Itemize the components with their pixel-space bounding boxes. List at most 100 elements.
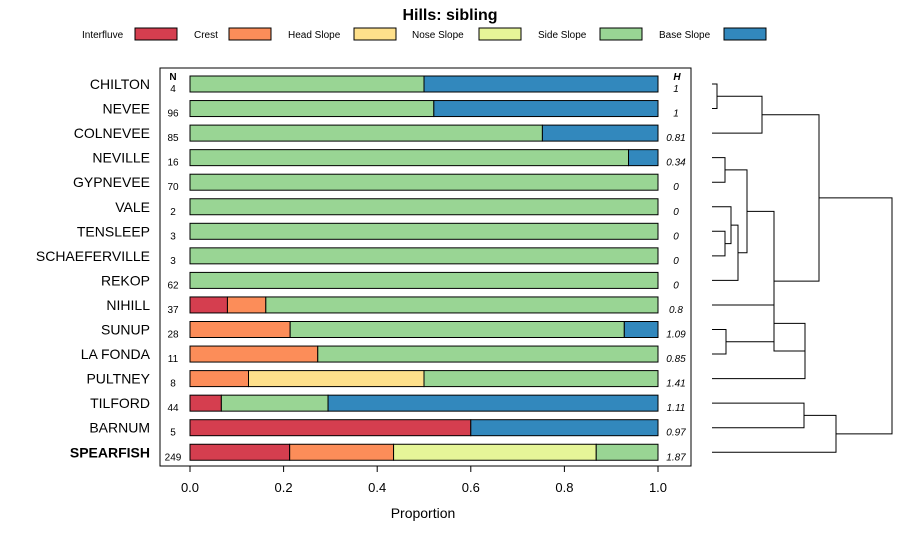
dendrogram-link [712,304,775,343]
dendrogram [712,83,893,453]
category-label: NEVILLE [92,150,150,166]
bar-segment-crest [189,370,249,388]
category-label: NEVEE [103,101,150,117]
bar-segment-interfluve [189,443,291,461]
x-tick-label: 1.0 [649,480,667,495]
x-axis: 0.0 0.2 0.4 0.6 0.8 1.0 [181,466,667,495]
h-value: 1.41 [666,379,685,390]
x-tick-label: 0.8 [555,480,573,495]
n-value: 249 [165,452,182,463]
legend-swatch-nose-slope [478,27,522,41]
n-value: 3 [170,256,176,267]
n-column-header: N [169,72,176,83]
dendrogram-link [819,197,893,435]
h-column-header: H [673,72,681,83]
n-value: 37 [167,305,179,316]
bar-segment-base-slope [541,124,659,142]
bar-segment-side-slope [595,443,659,461]
row-neville: NEVILLE 16 0.34 [92,149,686,169]
bar-segment-side-slope [317,345,659,363]
n-value: 11 [168,354,179,365]
row-sunup: SUNUP 28 1.09 [101,321,686,341]
n-value: 16 [167,158,179,169]
category-label: SPEARFISH [70,444,150,460]
legend-swatch-head-slope [353,27,397,41]
legend-swatch-crest [228,27,272,41]
legend-label-crest: Crest [194,30,218,41]
bar-segment-interfluve [189,296,228,314]
row-barnum: BARNUM 5 0.97 [89,419,686,439]
category-label: GYPNEVEE [73,174,150,190]
n-value: 44 [167,403,179,414]
n-value: 70 [167,182,179,193]
dendrogram-link [762,114,820,282]
bar-segment-base-slope [327,394,659,412]
bar-segment-side-slope [189,247,659,265]
n-value: 96 [167,109,179,120]
row-tensleep: TENSLEEP 3 0 [77,222,679,242]
n-value: 85 [167,133,179,144]
row-vale: VALE 2 0 [115,198,679,218]
category-label: PULTNEY [86,371,150,387]
n-value: 5 [170,428,176,439]
legend-label-interfluve: Interfluve [82,30,124,41]
x-tick-label: 0.0 [181,480,199,495]
n-value: 3 [170,231,176,242]
legend-label-base-slope: Base Slope [659,30,711,41]
row-colnevee: COLNEVEE 85 0.81 [74,124,686,144]
bar-segment-crest [189,345,319,363]
plot-frame [159,67,692,467]
bar-segment-side-slope [189,124,543,142]
category-label: REKOP [101,272,150,288]
bar-segment-side-slope [189,173,659,191]
dendrogram-link [712,157,726,183]
x-tick-label: 0.4 [368,480,386,495]
bar-segment-base-slope [628,149,659,167]
bar-segment-base-slope [423,75,659,93]
h-value: 0.97 [666,428,686,439]
h-value: 0.81 [666,133,685,144]
bar-segment-side-slope [265,296,659,314]
row-gypnevee: GYPNEVEE 70 0 [73,173,679,193]
h-value: 1.87 [666,452,686,463]
category-label: TILFORD [90,395,150,411]
bar-segment-crest [226,296,267,314]
x-axis-label: Proportion [391,505,456,521]
bar-segment-crest [289,443,395,461]
legend-swatch-side-slope [599,27,643,41]
h-value: 1 [673,109,679,120]
row-nihill: NIHILL 37 0.8 [106,296,683,316]
bar-segment-side-slope [189,75,425,93]
h-value: 1.09 [666,330,686,341]
category-label: NIHILL [106,297,150,313]
dendrogram-link [712,206,732,245]
legend-swatch-base-slope [723,27,767,41]
n-value: 62 [167,280,179,291]
dendrogram-link [712,414,837,453]
bar-segment-interfluve [189,419,472,437]
bar-segment-base-slope [470,419,659,437]
h-value: 0.8 [669,305,683,316]
n-value: 28 [167,330,179,341]
rows: CHILTON 4 1 NEVEE 96 1 COLNEVEE 85 0.81 NEVILLE 16… [36,75,686,463]
bar-segment-crest [189,321,291,338]
dendrogram-link [712,230,726,257]
chart-title: Hills: sibling [402,7,497,24]
row-pultney: PULTNEY 8 1.41 [86,370,686,390]
h-value: 1.11 [667,403,686,414]
h-value: 0 [673,280,679,291]
n-value: 4 [170,84,176,95]
dendrogram-link [712,402,805,429]
category-label: COLNEVEE [74,125,150,141]
category-label: SUNUP [101,322,150,338]
bar-segment-base-slope [433,100,659,118]
bar-segment-side-slope [220,394,329,412]
bar-segment-head-slope [248,370,425,388]
dendrogram-link [712,95,763,134]
row-tilford: TILFORD 44 1.11 [90,394,686,414]
dendrogram-link [725,169,748,254]
row-chilton: CHILTON 4 1 [90,75,679,95]
row-la-fonda: LA FONDA 11 0.85 [81,345,686,365]
bar-segment-side-slope [189,271,659,289]
h-value: 0 [673,256,679,267]
